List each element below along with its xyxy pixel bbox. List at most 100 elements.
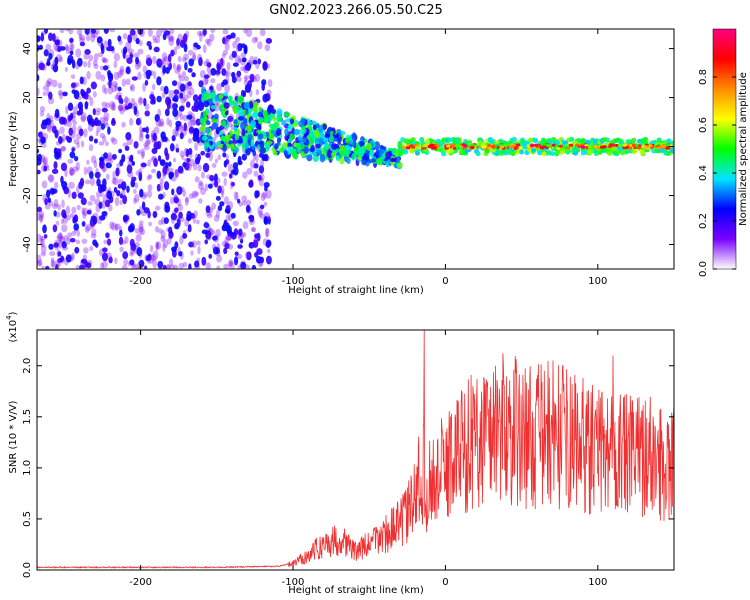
spectrogram-cell <box>72 106 78 115</box>
spectrogram-cell <box>184 62 188 71</box>
y-tick-label: -40 <box>22 236 33 252</box>
spectrogram-cell <box>47 174 54 182</box>
spectrogram-cell <box>248 217 255 226</box>
snr-x-label: Height of straight line (km) <box>288 585 424 596</box>
spectrogram-cell <box>62 216 68 224</box>
spectrogram-cell <box>262 191 268 199</box>
spectrogram-cell <box>133 141 139 149</box>
spectrogram-cell <box>212 136 217 142</box>
spectrogram-cell <box>160 230 166 240</box>
spectrogram-cell <box>123 259 129 266</box>
spectrogram-cell <box>61 199 65 208</box>
spectrogram-cell <box>179 132 184 140</box>
spectrogram-cell <box>403 149 409 155</box>
spectrogram-cell <box>103 29 109 34</box>
spectrogram-cell <box>182 162 187 168</box>
spectrogram-cell <box>470 145 475 150</box>
spectrogram-cell <box>203 60 210 67</box>
spectrogram-cell <box>205 38 210 45</box>
spectrogram-cell <box>86 209 92 215</box>
spectrogram-cell <box>102 247 108 253</box>
spectrogram-cell <box>138 133 144 142</box>
spectrogram-cell <box>274 143 279 150</box>
spectrogram-cell <box>46 165 50 172</box>
spectrogram-cell <box>186 114 193 120</box>
spectrogram-cell <box>216 58 222 65</box>
spectrogram-cell <box>376 157 383 166</box>
spectrogram-cell <box>81 238 88 244</box>
spectrogram-cell <box>102 135 107 143</box>
spectrogram-cell <box>88 171 94 180</box>
spectrogram-cell <box>242 90 247 98</box>
spectrogram-cell <box>178 251 183 257</box>
spectrogram-cell <box>48 91 53 100</box>
spectrogram-cell <box>617 144 623 148</box>
spectrogram-cell <box>585 139 591 145</box>
spectrogram-cell <box>144 79 149 86</box>
snr-frame <box>36 329 675 571</box>
spectrogram-cell <box>245 62 252 71</box>
spectrogram-cell <box>109 255 113 264</box>
snr-y-multiplier: (x104) <box>5 311 19 342</box>
spectrogram-cell <box>170 49 175 57</box>
spectrogram-cell <box>178 262 185 269</box>
spectrogram-cell <box>64 67 69 72</box>
spectrogram-cell <box>497 150 503 156</box>
spectrogram-cell <box>188 58 195 67</box>
spectrogram-cell <box>229 261 235 269</box>
spectrogram-cell <box>228 113 234 121</box>
spectrogram-cell <box>191 240 197 249</box>
spectrogram-cell <box>666 139 672 145</box>
spectrogram-cell <box>89 245 94 252</box>
spectrogram-cell <box>40 136 46 144</box>
spectrogram-cell <box>232 220 239 227</box>
spectrogram-cell <box>192 51 197 62</box>
spectrogram-cell <box>242 117 247 126</box>
spectrogram-cell <box>157 121 165 128</box>
spectrogram-cell <box>93 138 98 144</box>
spectrogram-cell <box>69 37 74 43</box>
spectrogram-cell <box>142 191 148 198</box>
spectrogram-cell <box>253 237 259 247</box>
spectrogram-cell <box>46 189 51 199</box>
spectrogram-cell <box>164 30 171 36</box>
spectrogram-cell <box>202 110 208 117</box>
spectrogram-cell <box>368 149 375 157</box>
spectrogram-cell <box>135 117 141 126</box>
spectrogram-cell <box>71 124 77 134</box>
spectrogram-cell <box>257 133 264 140</box>
spectrogram-cell <box>217 185 222 194</box>
spectrogram-cell <box>502 143 508 148</box>
spectrogram-cell <box>243 64 250 74</box>
spectrogram-cell <box>164 204 171 213</box>
spectrogram-cell <box>91 155 97 164</box>
spectrogram-cell <box>80 88 84 95</box>
spectrogram-cell <box>287 146 292 155</box>
spectrogram-cell <box>631 137 637 143</box>
spectrogram-cell <box>161 91 166 99</box>
spectrogram-cell <box>153 141 160 150</box>
spectrogram-cell <box>82 207 89 217</box>
spectrogram-cell <box>122 194 127 205</box>
spectrogram-cell <box>137 71 142 80</box>
spectrogram-cell <box>265 228 270 238</box>
spectrogram-cell <box>70 82 76 88</box>
spectrogram-cell <box>184 82 189 92</box>
spectrogram-cell <box>324 141 329 147</box>
spectrogram-cell <box>243 264 250 269</box>
spectrogram-cell <box>215 71 221 77</box>
spectrogram-cell <box>75 161 80 171</box>
spectrogram-cell <box>243 75 251 80</box>
spectrogram-cell <box>41 164 47 172</box>
spectrogram-cell <box>182 189 187 197</box>
spectrogram-cell <box>76 29 83 36</box>
spectrogram-cell <box>172 62 176 70</box>
spectrogram-cell <box>188 241 195 248</box>
spectrogram-cell <box>264 93 271 102</box>
spectrogram-cell <box>168 37 175 47</box>
spectrogram-cell <box>145 69 152 77</box>
spectrogram-cell <box>263 201 268 207</box>
spectrogram-cell <box>102 167 106 173</box>
spectrogram-cell <box>155 118 162 127</box>
spectrogram-cell <box>85 223 92 232</box>
